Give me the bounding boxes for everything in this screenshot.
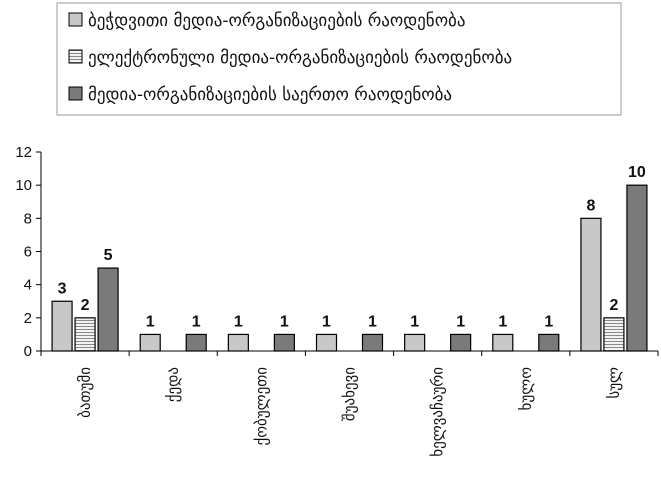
data-label: 1 [192,313,201,330]
data-label: 1 [368,313,377,330]
category-label: სულ [605,367,623,399]
data-label: 1 [234,313,243,330]
bar-series-0 [51,300,73,352]
legend-label-printed: ბეჭდვითი მედია-ორგანიზაციების რაოდენობა [88,11,466,31]
category-label: ხულო [517,367,535,411]
y-tick-label: 2 [24,310,32,327]
data-label: 1 [456,313,465,330]
legend: ბეჭდვითი მედია-ორგანიზაციების რაოდენობა … [56,2,622,116]
y-tick-label: 12 [15,144,32,161]
data-label: 3 [58,280,67,297]
legend-swatch-total [68,86,83,101]
bar-series-0 [404,333,426,352]
bar-series-2 [361,333,384,352]
y-tick-label: 6 [24,244,32,261]
legend-label-electronic: ელექტრონული მედია-ორგანიზაციების რაოდენო… [88,48,512,68]
legend-item-electronic: ელექტრონული მედია-ორგანიზაციების რაოდენო… [68,48,512,68]
data-label: 10 [628,164,646,181]
y-tick-label: 0 [24,343,32,360]
data-label: 1 [280,313,289,330]
y-tick-label: 4 [24,277,32,294]
bar-series-0 [580,217,602,352]
bar-series-0 [492,333,514,352]
legend-swatch-printed [68,12,83,27]
data-label: 8 [586,197,595,214]
bar-series-2 [273,333,295,352]
y-tick-label: 10 [15,177,32,194]
legend-item-printed: ბეჭდვითი მედია-ორგანიზაციების რაოდენობა [68,11,466,31]
data-label: 1 [544,313,553,330]
category-label: ქობულეთი [252,367,270,446]
legend-label-total: მედია-ორგანიზაციების საერთო რაოდენობა [88,85,452,105]
data-label: 1 [146,313,155,330]
category-label: ბათუმი [76,367,94,418]
data-label: 1 [410,313,419,330]
data-label: 2 [609,297,618,314]
bar-series-2 [538,333,560,352]
legend-swatch-electronic [68,49,83,64]
data-label: 1 [498,313,507,330]
bar-series-2 [185,333,207,352]
bar-series-0 [139,333,161,352]
data-label: 1 [322,313,331,330]
y-tick-label: 8 [24,210,32,227]
bar-series-2 [626,184,648,352]
legend-box [56,2,622,116]
bar-series-1 [74,317,96,352]
data-label: 5 [104,247,113,264]
bar-series-2 [450,333,472,352]
data-label: 2 [81,297,90,314]
legend-item-total: მედია-ორგანიზაციების საერთო რაოდენობა [68,85,452,105]
category-label: ქედა [164,367,182,402]
bar-series-0 [315,333,338,352]
category-label: შუახევი [341,367,359,421]
category-label: ხელვაჩაური [429,367,447,457]
bar-series-2 [97,267,119,352]
bar-series-1 [603,317,625,352]
bar-series-0 [227,333,249,352]
